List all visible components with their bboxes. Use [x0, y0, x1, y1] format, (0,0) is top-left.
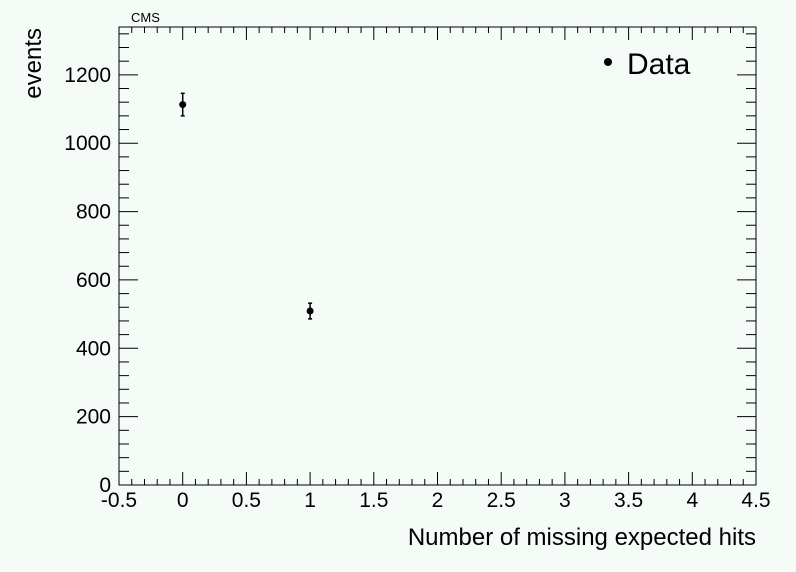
data-points: [179, 92, 314, 320]
x-tick-label: 1: [304, 489, 316, 512]
legend-marker: [604, 58, 612, 66]
data-point: [306, 307, 314, 315]
x-tick-label: 2: [432, 489, 444, 512]
x-tick-label: 3: [559, 489, 571, 512]
chart-title: CMS: [131, 10, 160, 25]
x-tick-label: 4: [686, 489, 698, 512]
x-tick-label: 0.5: [232, 489, 261, 512]
x-axis-title: Number of missing expected hits: [408, 524, 756, 551]
plot-frame: [118, 26, 757, 486]
data-point: [179, 101, 187, 109]
x-tick-label: -0.5: [101, 489, 137, 512]
y-tick-labels: 0 200 400 600 800 1000 1200: [64, 64, 111, 497]
y-tick-label: 1200: [64, 64, 111, 87]
y-tick-label: 0: [99, 474, 111, 497]
y-tick-label: 800: [76, 201, 111, 224]
y-tick-label: 400: [76, 337, 111, 360]
y-tick-label: 600: [76, 269, 111, 292]
y-tick-label: 200: [76, 406, 111, 429]
x-tick-label: 4.5: [741, 489, 770, 512]
x-tick-label: 3.5: [614, 489, 643, 512]
legend: Data: [604, 48, 691, 81]
legend-label: Data: [627, 48, 691, 81]
x-tick-labels: -0.5 0 0.5 1 1.5 2 2.5 3 3.5 4 4.5: [101, 489, 771, 512]
x-tick-label: 1.5: [359, 489, 388, 512]
y-axis-title: events: [20, 28, 47, 99]
y-tick-label: 1000: [64, 132, 111, 155]
x-tick-label: 2.5: [487, 489, 516, 512]
axis-ticks: [118, 27, 757, 486]
x-tick-label: 0: [177, 489, 189, 512]
